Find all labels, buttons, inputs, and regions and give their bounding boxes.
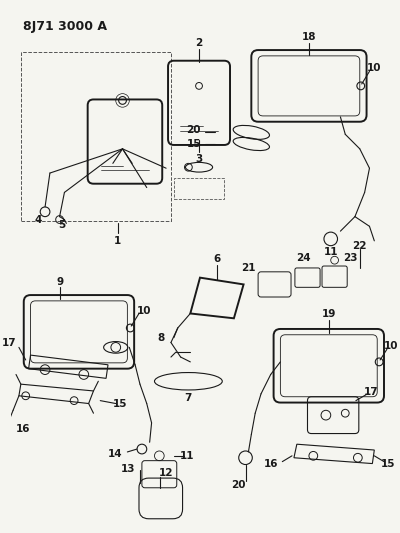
Text: 15: 15 bbox=[112, 399, 127, 408]
Text: 2: 2 bbox=[196, 38, 203, 49]
Bar bbox=[174, 178, 224, 199]
Text: 16: 16 bbox=[264, 458, 278, 469]
Text: 24: 24 bbox=[296, 253, 311, 263]
Text: 3: 3 bbox=[196, 154, 203, 164]
Text: 18: 18 bbox=[302, 33, 317, 43]
Text: 23: 23 bbox=[343, 253, 357, 263]
Text: 20: 20 bbox=[232, 480, 246, 490]
Text: 19: 19 bbox=[322, 310, 336, 319]
Text: 8: 8 bbox=[157, 333, 164, 343]
Text: 11: 11 bbox=[324, 247, 338, 257]
Text: 8J71 3000 A: 8J71 3000 A bbox=[23, 20, 107, 33]
Text: 16: 16 bbox=[16, 424, 30, 434]
Text: 9: 9 bbox=[56, 277, 63, 287]
Text: 10: 10 bbox=[384, 342, 398, 351]
Text: 17: 17 bbox=[1, 338, 16, 349]
Text: 7: 7 bbox=[185, 393, 192, 403]
Text: 6: 6 bbox=[214, 254, 221, 264]
Text: 1: 1 bbox=[114, 236, 121, 246]
Text: 20: 20 bbox=[186, 125, 201, 135]
Text: 21: 21 bbox=[241, 263, 255, 273]
Text: 10: 10 bbox=[367, 63, 382, 74]
Text: 17: 17 bbox=[364, 387, 379, 397]
Text: 10: 10 bbox=[136, 305, 151, 316]
Text: 5: 5 bbox=[58, 220, 65, 230]
Text: 22: 22 bbox=[352, 241, 367, 251]
Text: 15: 15 bbox=[381, 458, 395, 469]
Text: 13: 13 bbox=[121, 464, 135, 474]
Text: 11: 11 bbox=[180, 451, 195, 461]
Bar bbox=[21, 52, 171, 222]
Text: 12: 12 bbox=[159, 469, 173, 478]
Text: 15: 15 bbox=[186, 139, 201, 149]
Text: 4: 4 bbox=[34, 215, 42, 224]
Text: 14: 14 bbox=[108, 449, 122, 459]
